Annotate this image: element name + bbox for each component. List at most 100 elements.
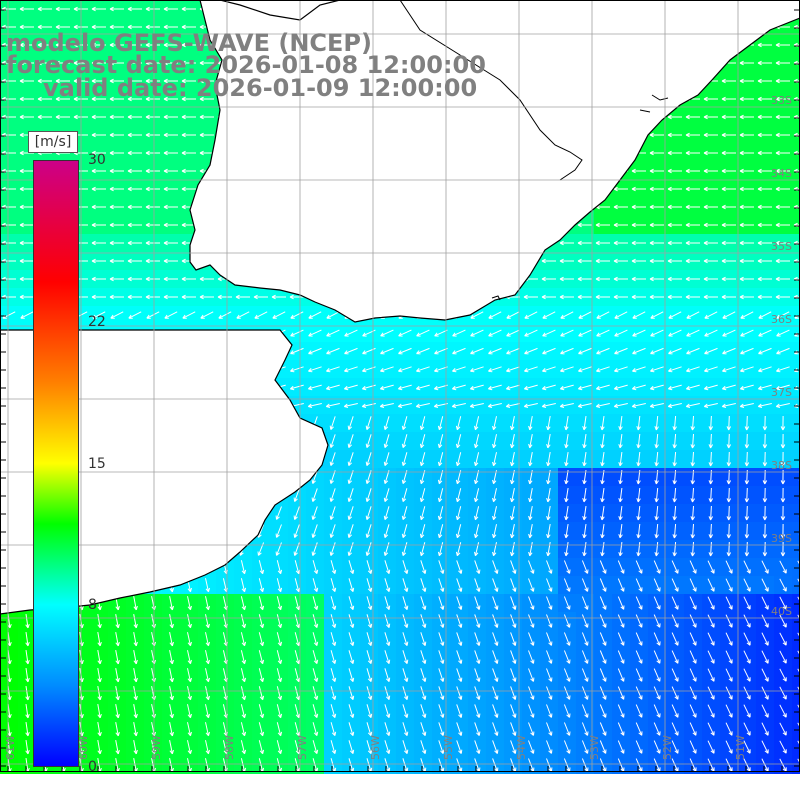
wind-arrow: [739, 204, 754, 210]
wind-arrow: [37, 96, 52, 102]
wind-arrow: [181, 114, 196, 120]
wind-arrow: [37, 24, 52, 30]
wind-arrow: [685, 222, 700, 228]
speed-cell: [792, 540, 800, 558]
speed-cell: [792, 612, 800, 630]
wind-arrow: [721, 222, 736, 228]
wind-arrow: [19, 78, 34, 84]
lat-label: 39S: [771, 532, 792, 545]
wind-arrow: [685, 186, 700, 192]
wind-arrow: [127, 6, 142, 12]
wind-arrow: [685, 204, 700, 210]
wind-arrow: [163, 150, 178, 156]
wind-arrow: [631, 168, 646, 174]
wind-arrow: [163, 60, 178, 66]
wind-arrow: [91, 222, 106, 228]
wind-arrow: [775, 114, 790, 120]
wind-arrow: [775, 132, 790, 138]
wind-arrow: [163, 78, 178, 84]
wind-arrow: [649, 132, 664, 138]
wind-arrow: [19, 258, 34, 264]
wind-arrow: [721, 78, 736, 84]
wind-arrow: [703, 204, 718, 210]
wind-arrow: [613, 240, 628, 246]
wind-arrow: [163, 186, 178, 192]
lat-label: 40S: [771, 605, 792, 618]
wind-arrow: [775, 222, 790, 228]
wind-arrow: [757, 42, 772, 48]
wind-arrow: [91, 114, 106, 120]
wind-arrow: [109, 240, 124, 246]
wind-arrow: [145, 96, 160, 102]
wind-arrow: [145, 60, 160, 66]
wind-arrow: [775, 78, 790, 84]
wind-arrow: [775, 204, 790, 210]
wind-arrow: [91, 258, 106, 264]
wind-arrow: [775, 186, 790, 192]
wind-arrow: [667, 204, 682, 210]
speed-cell: [792, 666, 800, 684]
wind-arrow: [703, 222, 718, 228]
wind-arrow: [703, 96, 718, 102]
wind-arrow: [55, 60, 70, 66]
wind-arrow: [667, 150, 682, 156]
wind-arrow: [775, 168, 790, 174]
wind-arrow: [127, 240, 142, 246]
colorbar-tick-label: 22: [88, 313, 106, 330]
lon-label: 57W: [296, 735, 309, 760]
wind-arrow: [649, 240, 664, 246]
wind-arrow: [145, 24, 160, 30]
wind-arrow: [199, 114, 214, 120]
wind-arrow: [55, 42, 70, 48]
lon-label: 58W: [223, 735, 236, 760]
wind-arrow: [91, 168, 106, 174]
wind-arrow: [181, 186, 196, 192]
wind-arrow: [127, 186, 142, 192]
wind-arrow: [91, 96, 106, 102]
wind-arrow: [577, 240, 592, 246]
wind-arrow: [721, 114, 736, 120]
wind-arrow: [91, 42, 106, 48]
wind-arrow: [775, 96, 790, 102]
wind-arrow: [199, 132, 214, 138]
wind-arrow: [667, 168, 682, 174]
wind-arrow: [181, 168, 196, 174]
wind-arrow: [109, 150, 124, 156]
wind-arrow: [109, 168, 124, 174]
wind-arrow: [685, 150, 700, 156]
wind-arrow: [37, 6, 52, 12]
lat-label: 37S: [771, 386, 792, 399]
wind-arrow: [145, 168, 160, 174]
wind-arrow: [145, 186, 160, 192]
wind-arrow: [19, 186, 34, 192]
wind-arrow: [37, 78, 52, 84]
wind-arrow: [721, 204, 736, 210]
speed-cell: [792, 684, 800, 702]
wind-arrow: [19, 114, 34, 120]
lon-label: 54W: [515, 735, 528, 760]
lon-label: 52W: [661, 735, 674, 760]
wind-arrow: [739, 240, 754, 246]
speed-cell: [792, 648, 800, 666]
wind-arrow: [19, 150, 34, 156]
wind-arrow: [109, 222, 124, 228]
speed-cell: [792, 720, 800, 738]
wind-arrow: [721, 186, 736, 192]
lon-label: 61W: [4, 735, 17, 760]
wind-arrow: [19, 168, 34, 174]
wind-arrow: [199, 96, 214, 102]
lon-label: 56W: [369, 735, 382, 760]
wind-arrow: [685, 168, 700, 174]
speed-cell: [792, 738, 800, 756]
wind-arrow: [19, 6, 34, 12]
wind-arrow: [127, 42, 142, 48]
wind-arrow: [91, 132, 106, 138]
wind-arrow: [721, 240, 736, 246]
lat-label: 36S: [771, 313, 792, 326]
wind-arrow: [127, 24, 142, 30]
colorbar-tick-label: 8: [88, 597, 97, 614]
wind-arrow: [181, 150, 196, 156]
wind-arrow: [721, 150, 736, 156]
wind-arrow: [109, 78, 124, 84]
